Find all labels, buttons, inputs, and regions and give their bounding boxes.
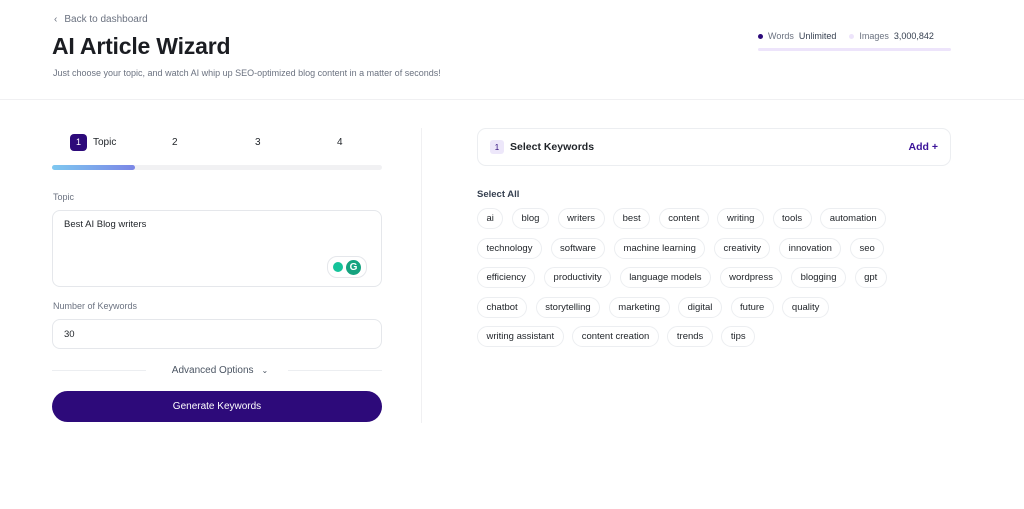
divider-right <box>288 369 383 371</box>
back-to-dashboard-link[interactable]: ‹ Back to dashboard <box>54 14 148 25</box>
images-value: 3,000,842 <box>893 31 934 41</box>
keyword-chip[interactable]: seo <box>849 237 885 259</box>
keyword-row: ai blog writers best content writing tools auto… <box>477 208 957 229</box>
keyword-row: technology software machine learning creati… <box>477 237 957 259</box>
chevron-left-icon: ‹ <box>54 14 58 25</box>
topic-textarea[interactable]: Best AI Blog writers G <box>52 210 382 287</box>
chevron-down-icon: ⌄ <box>261 365 269 375</box>
images-dot-icon <box>849 33 855 39</box>
keyword-chip[interactable]: future <box>730 296 774 318</box>
images-label: Images <box>859 31 889 41</box>
step-number: 3 <box>255 136 261 148</box>
select-keywords-title: Select Keywords <box>510 141 595 153</box>
step-4[interactable]: 4 <box>337 133 343 151</box>
keyword-chip[interactable]: content creation <box>572 326 659 347</box>
step-3[interactable]: 3 <box>255 133 261 151</box>
step-progress-bar <box>52 165 382 170</box>
step-badge: 1 <box>490 140 504 154</box>
step-progress-fill <box>52 165 135 170</box>
keyword-chip[interactable]: writers <box>557 208 605 229</box>
lightbulb-icon <box>333 262 343 272</box>
usage-stats: Words Unlimited Images 3,000,842 <box>758 31 951 41</box>
keyword-chip[interactable]: creativity <box>714 237 771 259</box>
keyword-row: efficiency productivity language models wor… <box>477 267 957 288</box>
keyword-chip[interactable]: innovation <box>779 237 842 259</box>
step-label: Topic <box>93 136 117 148</box>
keyword-chip[interactable]: wordpress <box>719 267 783 288</box>
keyword-chip[interactable]: blogging <box>791 267 846 288</box>
keyword-chip[interactable]: gpt <box>854 267 887 288</box>
keyword-row: chatbot storytelling marketing digital futur… <box>477 296 957 318</box>
generate-keywords-button[interactable]: Generate Keywords <box>52 391 382 422</box>
advanced-options-toggle[interactable]: Advanced Options ⌄ <box>52 362 383 378</box>
add-keyword-button[interactable]: Add + <box>908 141 938 153</box>
keyword-chip[interactable]: technology <box>477 237 542 259</box>
step-number: 4 <box>337 136 343 148</box>
keyword-chip[interactable]: writing <box>717 208 764 229</box>
keyword-chip[interactable]: tools <box>772 208 812 229</box>
keyword-chip[interactable]: efficiency <box>477 267 536 288</box>
grammarly-icon: G <box>346 259 361 275</box>
keyword-chip[interactable]: quality <box>782 296 829 318</box>
divider-left <box>52 369 146 371</box>
wizard-steps: 1 Topic 2 3 4 <box>52 133 382 153</box>
keywords-count-input[interactable]: 30 <box>52 319 382 349</box>
keyword-chip[interactable]: automation <box>820 208 887 229</box>
divider <box>0 99 1024 100</box>
select-all-button[interactable]: Select All <box>477 189 520 200</box>
keyword-chips: ai blog writers best content writing tools auto… <box>477 208 957 356</box>
keyword-chip[interactable]: marketing <box>608 296 670 318</box>
words-label: Words <box>768 31 794 41</box>
keyword-chip[interactable]: digital <box>678 296 722 318</box>
words-value: Unlimited <box>798 31 837 41</box>
page-title: AI Article Wizard <box>52 33 231 59</box>
keyword-row: writing assistant content creation trends t… <box>477 326 957 347</box>
keyword-chip[interactable]: chatbot <box>477 296 528 318</box>
step-number: 1 <box>70 133 87 151</box>
select-keywords-header: 1 Select Keywords Add + <box>477 128 951 166</box>
keyword-chip[interactable]: software <box>550 237 606 259</box>
column-divider <box>421 128 422 423</box>
keyword-chip[interactable]: storytelling <box>535 296 601 318</box>
keyword-chip[interactable]: machine learning <box>614 237 706 259</box>
keyword-chip[interactable]: tips <box>721 326 756 347</box>
grammarly-widget[interactable]: G <box>327 256 367 278</box>
keyword-chip[interactable]: best <box>613 208 651 229</box>
page-subtitle: Just choose your topic, and watch AI whi… <box>53 68 441 78</box>
keyword-chip[interactable]: blog <box>512 208 549 229</box>
usage-bar <box>758 48 951 51</box>
keyword-chip[interactable]: trends <box>667 326 713 347</box>
step-1[interactable]: 1 Topic <box>70 133 116 151</box>
topic-value: Best AI Blog writers <box>64 219 147 230</box>
keyword-chip[interactable]: productivity <box>544 267 612 288</box>
advanced-options-label: Advanced Options <box>171 364 254 376</box>
keyword-chip[interactable]: ai <box>477 208 504 229</box>
step-2[interactable]: 2 <box>172 133 178 151</box>
keyword-chip[interactable]: content <box>658 208 709 229</box>
keyword-chip[interactable]: writing assistant <box>477 326 564 347</box>
words-dot-icon <box>758 33 763 39</box>
back-label: Back to dashboard <box>64 14 148 25</box>
topic-label: Topic <box>53 192 75 202</box>
keyword-chip[interactable]: language models <box>619 267 712 288</box>
step-number: 2 <box>172 136 178 148</box>
keywords-count-label: Number of Keywords <box>53 301 138 311</box>
